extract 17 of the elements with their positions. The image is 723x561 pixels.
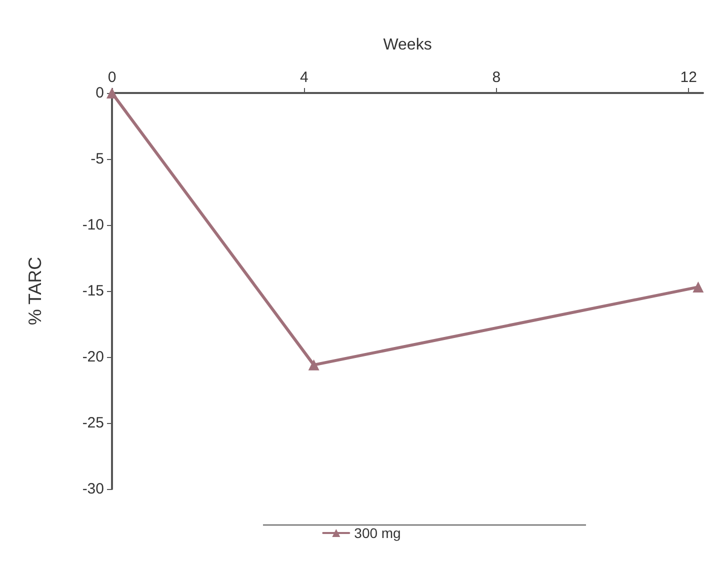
point	[308, 359, 320, 370]
x-axis-title: Weeks	[383, 36, 432, 54]
y-tick-label: -20	[82, 348, 104, 366]
y-tick-label: -30	[82, 480, 104, 498]
y-tick-label: 0	[96, 84, 104, 102]
y-tick-label: -10	[82, 216, 104, 234]
x-tick-label: 0	[108, 69, 116, 86]
point	[106, 88, 118, 98]
x-tick-label: 4	[300, 69, 308, 86]
point	[692, 282, 704, 293]
y-tick-label: -25	[82, 414, 104, 432]
legend-label: 300 mg	[354, 525, 401, 541]
y-tick-label: -5	[90, 150, 104, 168]
x-tick-label: 8	[492, 69, 501, 86]
x-tick-label: 12	[680, 69, 697, 86]
y-axis-title: % TARC	[25, 256, 45, 326]
y-tick-label: -15	[82, 282, 104, 300]
